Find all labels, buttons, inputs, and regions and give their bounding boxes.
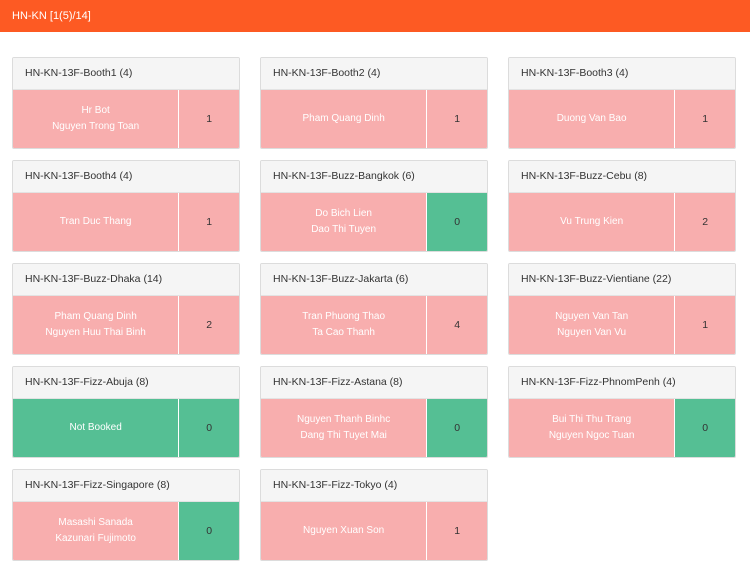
- booked-name: Masashi Sanada: [58, 517, 133, 528]
- booked-name: Nguyen Xuan Son: [303, 525, 385, 536]
- room-body[interactable]: Bui Thi Thu Trang Nguyen Ngoc Tuan 0: [509, 399, 735, 457]
- header-title: HN-KN [1(5)/14]: [12, 10, 91, 22]
- booked-name: Ta Cao Thanh: [312, 327, 375, 338]
- booked-name: Nguyen Trong Toan: [52, 121, 140, 132]
- booking-count: 4: [426, 296, 487, 354]
- booked-name: Not Booked: [69, 422, 122, 433]
- booked-name: Duong Van Bao: [556, 113, 627, 124]
- booked-name: Nguyen Van Vu: [557, 327, 627, 338]
- booked-name: Dao Thi Tuyen: [311, 224, 377, 235]
- room-card[interactable]: HN-KN-13F-Fizz-PhnomPenh (4) Bui Thi Thu …: [508, 366, 736, 458]
- booking-count: 1: [674, 90, 735, 148]
- room-body[interactable]: Vu Trung Kien 2: [509, 193, 735, 251]
- booked-name: Kazunari Fujimoto: [55, 533, 136, 544]
- booking-count: 0: [426, 193, 487, 251]
- booked-name: Nguyen Van Tan: [555, 311, 629, 322]
- room-title: HN-KN-13F-Buzz-Cebu (8): [509, 161, 735, 193]
- booked-name: Tran Phuong Thao: [302, 311, 386, 322]
- room-body[interactable]: Nguyen Van Tan Nguyen Van Vu 1: [509, 296, 735, 354]
- room-body[interactable]: Pham Quang Dinh 1: [261, 90, 487, 148]
- room-card[interactable]: HN-KN-13F-Fizz-Astana (8) Nguyen Thanh Bi…: [260, 366, 488, 458]
- booking-count: 1: [178, 193, 239, 251]
- room-card[interactable]: HN-KN-13F-Fizz-Abuja (8) Not Booked 0: [12, 366, 240, 458]
- booked-name: Dang Thi Tuyet Mai: [300, 430, 387, 441]
- room-title: HN-KN-13F-Booth1 (4): [13, 58, 239, 90]
- booked-name: Nguyen Ngoc Tuan: [548, 430, 635, 441]
- booked-names: Tran Phuong Thao Ta Cao Thanh: [261, 296, 427, 354]
- room-title: HN-KN-13F-Buzz-Vientiane (22): [509, 264, 735, 296]
- booked-names: Tran Duc Thang: [13, 193, 179, 251]
- booked-name: Nguyen Huu Thai Binh: [45, 327, 146, 338]
- room-card[interactable]: HN-KN-13F-Booth3 (4) Duong Van Bao 1: [508, 57, 736, 149]
- room-card[interactable]: HN-KN-13F-Buzz-Dhaka (14) Pham Quang Dinh…: [12, 263, 240, 355]
- room-body[interactable]: Hr Bot Nguyen Trong Toan 1: [13, 90, 239, 148]
- booked-names: Not Booked: [13, 399, 179, 457]
- booked-name: Pham Quang Dinh: [302, 113, 385, 124]
- room-card[interactable]: HN-KN-13F-Fizz-Tokyo (4) Nguyen Xuan Son 1: [260, 469, 488, 561]
- booked-names: Nguyen Van Tan Nguyen Van Vu: [509, 296, 675, 354]
- booked-names: Pham Quang Dinh Nguyen Huu Thai Binh: [13, 296, 179, 354]
- booked-names: Pham Quang Dinh: [261, 90, 427, 148]
- booked-names: Nguyen Xuan Son: [261, 502, 427, 560]
- booked-names: Vu Trung Kien: [509, 193, 675, 251]
- room-body[interactable]: Nguyen Xuan Son 1: [261, 502, 487, 560]
- room-title: HN-KN-13F-Fizz-Abuja (8): [13, 367, 239, 399]
- room-title: HN-KN-13F-Fizz-Tokyo (4): [261, 470, 487, 502]
- room-card[interactable]: HN-KN-13F-Buzz-Cebu (8) Vu Trung Kien 2: [508, 160, 736, 252]
- booked-name: Vu Trung Kien: [560, 216, 624, 227]
- booked-names: Bui Thi Thu Trang Nguyen Ngoc Tuan: [509, 399, 675, 457]
- booking-count: 1: [178, 90, 239, 148]
- booked-name: Nguyen Thanh Binhc: [297, 414, 391, 425]
- booking-count: 1: [674, 296, 735, 354]
- header-bar: HN-KN [1(5)/14]: [0, 0, 750, 32]
- booking-count: 2: [178, 296, 239, 354]
- booking-count: 0: [178, 399, 239, 457]
- booking-count: 1: [426, 90, 487, 148]
- room-card[interactable]: HN-KN-13F-Buzz-Bangkok (6) Do Bich Lien Da…: [260, 160, 488, 252]
- room-title: HN-KN-13F-Booth4 (4): [13, 161, 239, 193]
- booking-count: 0: [178, 502, 239, 560]
- room-title: HN-KN-13F-Fizz-Astana (8): [261, 367, 487, 399]
- room-title: HN-KN-13F-Fizz-PhnomPenh (4): [509, 367, 735, 399]
- booked-names: Do Bich Lien Dao Thi Tuyen: [261, 193, 427, 251]
- room-card[interactable]: HN-KN-13F-Booth2 (4) Pham Quang Dinh 1: [260, 57, 488, 149]
- booking-count: 0: [674, 399, 735, 457]
- room-title: HN-KN-13F-Fizz-Singapore (8): [13, 470, 239, 502]
- booked-names: Nguyen Thanh Binhc Dang Thi Tuyet Mai: [261, 399, 427, 457]
- booked-names: Masashi Sanada Kazunari Fujimoto: [13, 502, 179, 560]
- room-body[interactable]: Do Bich Lien Dao Thi Tuyen 0: [261, 193, 487, 251]
- booked-name: Pham Quang Dinh: [54, 311, 137, 322]
- booking-count: 1: [426, 502, 487, 560]
- room-title: HN-KN-13F-Buzz-Bangkok (6): [261, 161, 487, 193]
- room-title: HN-KN-13F-Buzz-Jakarta (6): [261, 264, 487, 296]
- booked-name: Hr Bot: [81, 105, 110, 116]
- room-title: HN-KN-13F-Booth2 (4): [261, 58, 487, 90]
- room-body[interactable]: Nguyen Thanh Binhc Dang Thi Tuyet Mai 0: [261, 399, 487, 457]
- room-card[interactable]: HN-KN-13F-Fizz-Singapore (8) Masashi Sana…: [12, 469, 240, 561]
- booked-name: Do Bich Lien: [315, 208, 372, 219]
- room-body[interactable]: Not Booked 0: [13, 399, 239, 457]
- booking-count: 2: [674, 193, 735, 251]
- booked-name: Tran Duc Thang: [59, 216, 132, 227]
- room-card[interactable]: HN-KN-13F-Buzz-Jakarta (6) Tran Phuong Th…: [260, 263, 488, 355]
- room-body[interactable]: Pham Quang Dinh Nguyen Huu Thai Binh 2: [13, 296, 239, 354]
- booked-names: Duong Van Bao: [509, 90, 675, 148]
- room-card[interactable]: HN-KN-13F-Buzz-Vientiane (22) Nguyen Van …: [508, 263, 736, 355]
- room-body[interactable]: Tran Phuong Thao Ta Cao Thanh 4: [261, 296, 487, 354]
- room-card[interactable]: HN-KN-13F-Booth1 (4) Hr Bot Nguyen Trong T…: [12, 57, 240, 149]
- booked-names: Hr Bot Nguyen Trong Toan: [13, 90, 179, 148]
- room-card[interactable]: HN-KN-13F-Booth4 (4) Tran Duc Thang 1: [12, 160, 240, 252]
- room-title: HN-KN-13F-Buzz-Dhaka (14): [13, 264, 239, 296]
- room-body[interactable]: Tran Duc Thang 1: [13, 193, 239, 251]
- room-body[interactable]: Duong Van Bao 1: [509, 90, 735, 148]
- booked-name: Bui Thi Thu Trang: [552, 414, 632, 425]
- room-body[interactable]: Masashi Sanada Kazunari Fujimoto 0: [13, 502, 239, 560]
- booking-count: 0: [426, 399, 487, 457]
- room-title: HN-KN-13F-Booth3 (4): [509, 58, 735, 90]
